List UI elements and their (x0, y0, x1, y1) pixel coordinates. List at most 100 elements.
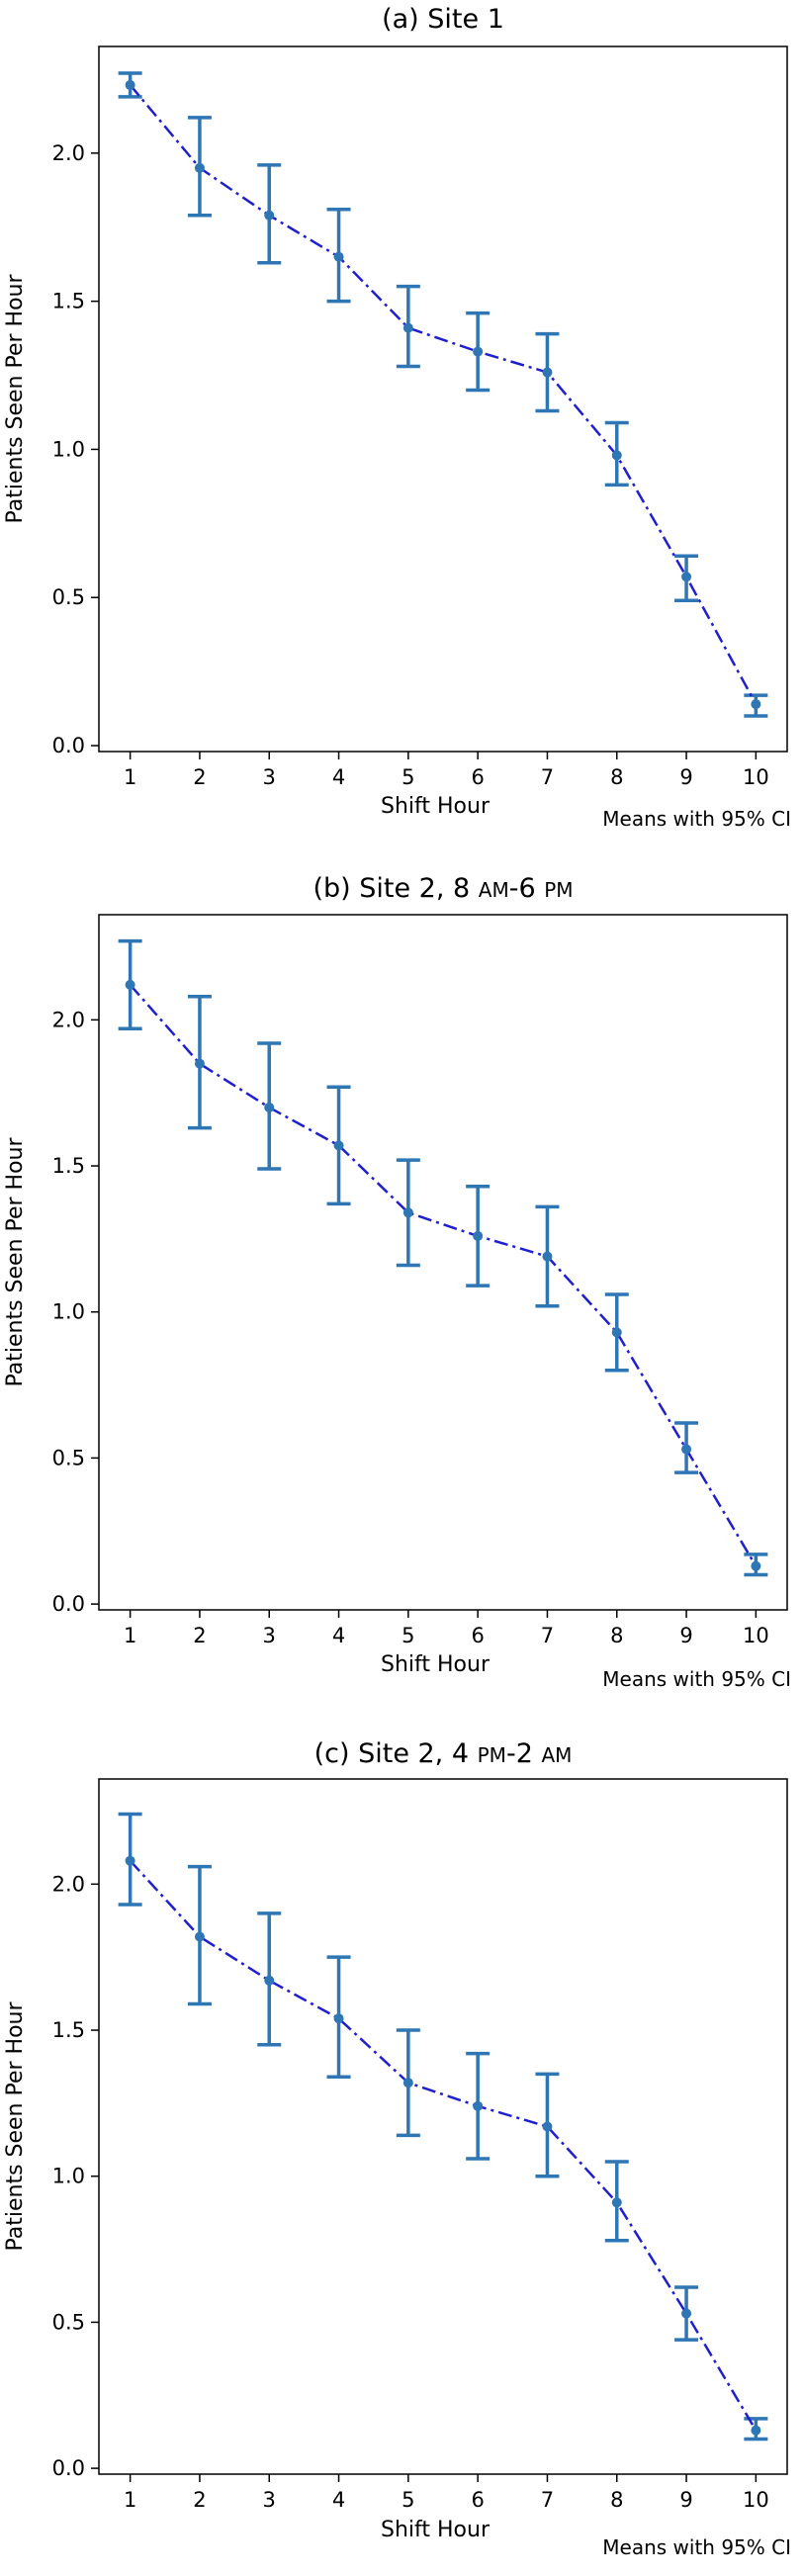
panel-site-2-evening: (c) Site 2, 4 PM-2 AM 0.0 0.5 1.0 1.5 2.0 1 2 3 4… (3, 1738, 791, 2559)
x-axis-label: Shift Hour (381, 794, 491, 819)
mean-point (542, 367, 553, 378)
mean-point (402, 1207, 413, 1218)
mean-point (473, 346, 484, 357)
y-tick-label: 0.5 (52, 1446, 85, 1469)
chart-title-part: (b) Site 2, 8 (312, 873, 478, 904)
y-tick-label: 0.5 (52, 2310, 85, 2334)
x-tick-label: 6 (471, 765, 484, 789)
mean-point (402, 322, 413, 333)
mean-point (542, 1251, 553, 1262)
mean-point (194, 1058, 205, 1069)
chart-title: (b) Site 2, 8 AM-6 PM (312, 873, 573, 904)
mean-point (681, 572, 692, 582)
mean-point (611, 2197, 622, 2208)
x-tick-label: 9 (679, 1624, 692, 1647)
x-tick-label: 7 (541, 765, 554, 789)
mean-point (264, 1102, 275, 1112)
x-tick-label: 3 (263, 765, 276, 789)
y-tick-label: 0.0 (52, 734, 85, 757)
panel-site-2-day: (b) Site 2, 8 AM-6 PM 0.0 0.5 1.0 1.5 2.0 1 2 3 4… (3, 873, 791, 1691)
mean-point (751, 2425, 761, 2436)
mean-line (129, 84, 758, 705)
y-axis-label: Patients Seen Per Hour (3, 274, 28, 524)
x-tick-label: 1 (124, 1624, 136, 1647)
mean-point (125, 79, 135, 90)
y-tick-label: 2.0 (52, 1008, 85, 1031)
x-tick-label: 8 (610, 765, 623, 789)
x-tick-label: 9 (679, 765, 692, 789)
ci-annotation: Means with 95% CI (602, 2535, 791, 2559)
plot-frame (98, 1778, 788, 2475)
x-tick-label: 4 (332, 765, 345, 789)
x-tick-label: 5 (402, 765, 414, 789)
mean-point (333, 1140, 344, 1151)
x-tick-label: 4 (332, 1624, 345, 1647)
chart-title-part: PM (544, 878, 573, 902)
x-tick-label: 3 (263, 1624, 276, 1647)
chart-title: (c) Site 2, 4 PM-2 AM (314, 1738, 573, 1769)
x-tick-label: 7 (541, 1624, 554, 1647)
chart-title-part: AM (479, 878, 509, 902)
x-tick-label: 1 (124, 765, 136, 789)
mean-point (333, 2013, 344, 2024)
x-tick-label: 9 (679, 2488, 692, 2512)
x-axis-label: Shift Hour (381, 1652, 491, 1677)
panel-site-1: (a) Site 1 0.0 0.5 1.0 1.5 2.0 1 2 3 4 5 6 7 8 9 10 Shif… (3, 4, 791, 831)
x-tick-label: 10 (743, 2488, 769, 2512)
y-tick-label: 1.0 (52, 1300, 85, 1324)
x-tick-label: 4 (332, 2488, 345, 2512)
chart-title-part: -2 (506, 1738, 542, 1769)
mean-point (194, 1931, 205, 1942)
mean-point (402, 2078, 413, 2088)
mean-point (125, 979, 135, 990)
x-axis-label: Shift Hour (381, 2518, 491, 2542)
x-tick-label: 8 (610, 1624, 623, 1647)
ci-annotation: Means with 95% CI (602, 807, 791, 831)
x-tick-label: 5 (402, 2488, 414, 2512)
mean-point (542, 2121, 553, 2132)
chart-title-part: AM (541, 1743, 572, 1767)
y-tick-label: 1.0 (52, 2165, 85, 2188)
x-tick-label: 2 (193, 2488, 206, 2512)
x-tick-label: 3 (263, 2488, 276, 2512)
mean-line (129, 984, 758, 1567)
y-tick-label: 0.0 (52, 2456, 85, 2480)
mean-point (681, 1444, 692, 1455)
chart-title: (a) Site 1 (382, 4, 504, 35)
mean-point (751, 699, 761, 710)
mean-point (264, 210, 275, 221)
mean-point (264, 1975, 275, 1986)
x-tick-label: 5 (402, 1624, 414, 1647)
plot-frame (98, 914, 788, 1611)
plot-frame (98, 45, 788, 753)
mean-point (473, 2100, 484, 2111)
y-tick-label: 1.5 (52, 290, 85, 313)
x-tick-label: 10 (743, 1624, 769, 1647)
x-tick-label: 10 (743, 765, 769, 789)
y-tick-label: 1.5 (52, 2018, 85, 2042)
y-tick-label: 1.0 (52, 437, 85, 461)
mean-point (751, 1560, 761, 1571)
x-tick-label: 2 (193, 1624, 206, 1647)
x-tick-label: 2 (193, 765, 206, 789)
y-tick-label: 0.5 (52, 585, 85, 609)
chart-title-part: PM (478, 1743, 506, 1767)
mean-line (129, 1859, 758, 2432)
ci-annotation: Means with 95% CI (602, 1667, 791, 1691)
chart-title-part: -6 (509, 873, 545, 904)
mean-point (194, 162, 205, 173)
y-axis-label: Patients Seen Per Hour (3, 1137, 28, 1387)
mean-point (473, 1230, 484, 1241)
y-tick-label: 2.0 (52, 1872, 85, 1896)
y-axis-label: Patients Seen Per Hour (3, 2001, 28, 2252)
y-tick-label: 1.5 (52, 1154, 85, 1178)
chart-title-part: (c) Site 2, 4 (314, 1738, 478, 1769)
mean-point (611, 450, 622, 461)
mean-point (681, 2308, 692, 2319)
x-tick-label: 6 (471, 2488, 484, 2512)
mean-point (333, 251, 344, 262)
x-tick-label: 8 (610, 2488, 623, 2512)
y-tick-label: 0.0 (52, 1592, 85, 1616)
mean-point (611, 1327, 622, 1338)
